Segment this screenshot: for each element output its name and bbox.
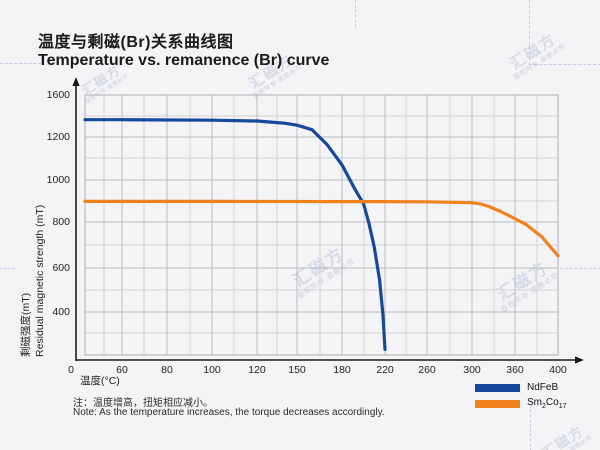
x-tick-label: 180: [333, 364, 351, 376]
legend-item-ndfeb: NdFeB: [475, 382, 558, 393]
y-axis-arrow: [72, 77, 80, 86]
y-tick-label: 1200: [46, 131, 70, 143]
dashed-guide: [0, 268, 15, 269]
y-tick-label: 1600: [46, 89, 70, 101]
curve-sm2co17: [83, 199, 560, 258]
y-tick-label: 800: [52, 216, 70, 228]
x-axis-title: 温度(°C): [80, 375, 120, 387]
x-tick-label: 80: [161, 364, 173, 376]
curve-ndfeb: [83, 118, 387, 351]
y-axis-title-zh: 剩磁强度(mT): [20, 292, 32, 357]
dashed-guide: [560, 268, 600, 269]
dashed-guide: [529, 64, 600, 65]
legend-label-smco: Sm2Co17: [527, 397, 567, 410]
y-tick-label: 600: [52, 262, 70, 274]
legend-swatch-smco: [475, 399, 520, 408]
x-tick-label: 220: [376, 364, 394, 376]
chart-title-en: Temperature vs. remanence (Br) curve: [38, 52, 330, 69]
x-tick-label: 260: [418, 364, 436, 376]
note-zh: 注：温度增高，扭矩相应减小。: [73, 398, 213, 409]
x-tick-label: 300: [463, 364, 481, 376]
x-tick-label: 400: [549, 364, 567, 376]
dashed-guide: [529, 0, 530, 65]
y-tick-label: 1000: [46, 174, 70, 186]
legend-item-smco: Sm2Co17: [475, 397, 567, 410]
note-en: Note: As the temperature increases, the …: [73, 407, 385, 418]
dashed-guide: [355, 0, 356, 27]
x-tick-label: 0: [68, 364, 74, 376]
x-tick-label: 150: [288, 364, 306, 376]
legend-swatch-ndfeb: [475, 383, 520, 392]
dashed-guide: [0, 63, 41, 64]
dashed-guide: [530, 400, 531, 450]
x-tick-label: 60: [116, 364, 128, 376]
x-tick-label: 360: [506, 364, 524, 376]
x-tick-label: 120: [248, 364, 266, 376]
legend-label-ndfeb: NdFeB: [527, 382, 559, 393]
y-axis-title-en: Residual magnetic strength (mT): [34, 204, 46, 357]
chart-title-zh: 温度与剩磁(Br)关系曲线图: [38, 34, 234, 51]
y-tick-label: 400: [52, 306, 70, 318]
x-axis-arrow: [575, 356, 584, 364]
x-tick-label: 100: [203, 364, 221, 376]
plot-border: [84, 94, 559, 356]
